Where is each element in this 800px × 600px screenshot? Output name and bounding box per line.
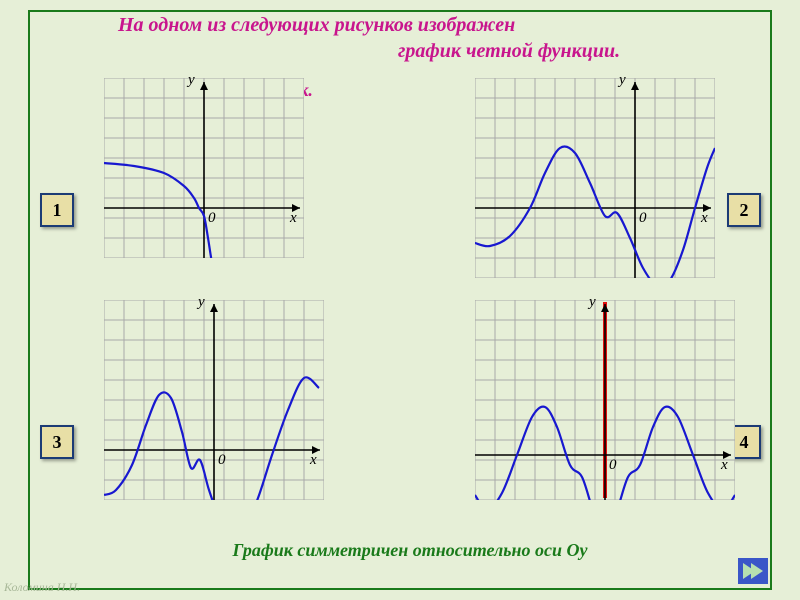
y-axis-label: у [619,72,626,89]
y-axis-label: у [589,294,596,311]
origin-label: 0 [609,457,617,474]
answer-button-1[interactable]: 1 [40,193,74,227]
answer-button-3[interactable]: 3 [40,425,74,459]
chart-c4: уx0 [475,300,735,500]
chart-c3: уx0 [104,300,324,500]
x-axis-label: x [701,210,708,227]
x-axis-label: x [310,452,317,469]
chart-c1: уx0 [104,78,304,258]
origin-label: 0 [639,210,647,227]
x-axis-label: x [290,210,297,227]
answer-button-2[interactable]: 2 [727,193,761,227]
origin-label: 0 [218,452,226,469]
origin-label: 0 [208,210,216,227]
author-credit: Коломина Н.Н. [4,580,80,595]
title-line-1: На одном из следующих рисунков изображен [118,14,515,37]
y-axis-label: у [198,294,205,311]
x-axis-label: x [721,457,728,474]
chart-c2: уx0 [475,78,715,278]
bottom-caption: График симметричен относительно оси Оу [200,540,620,561]
title-line-2: график четной функции. [398,40,620,63]
next-slide-button[interactable] [738,558,768,584]
y-axis-label: у [188,72,195,89]
